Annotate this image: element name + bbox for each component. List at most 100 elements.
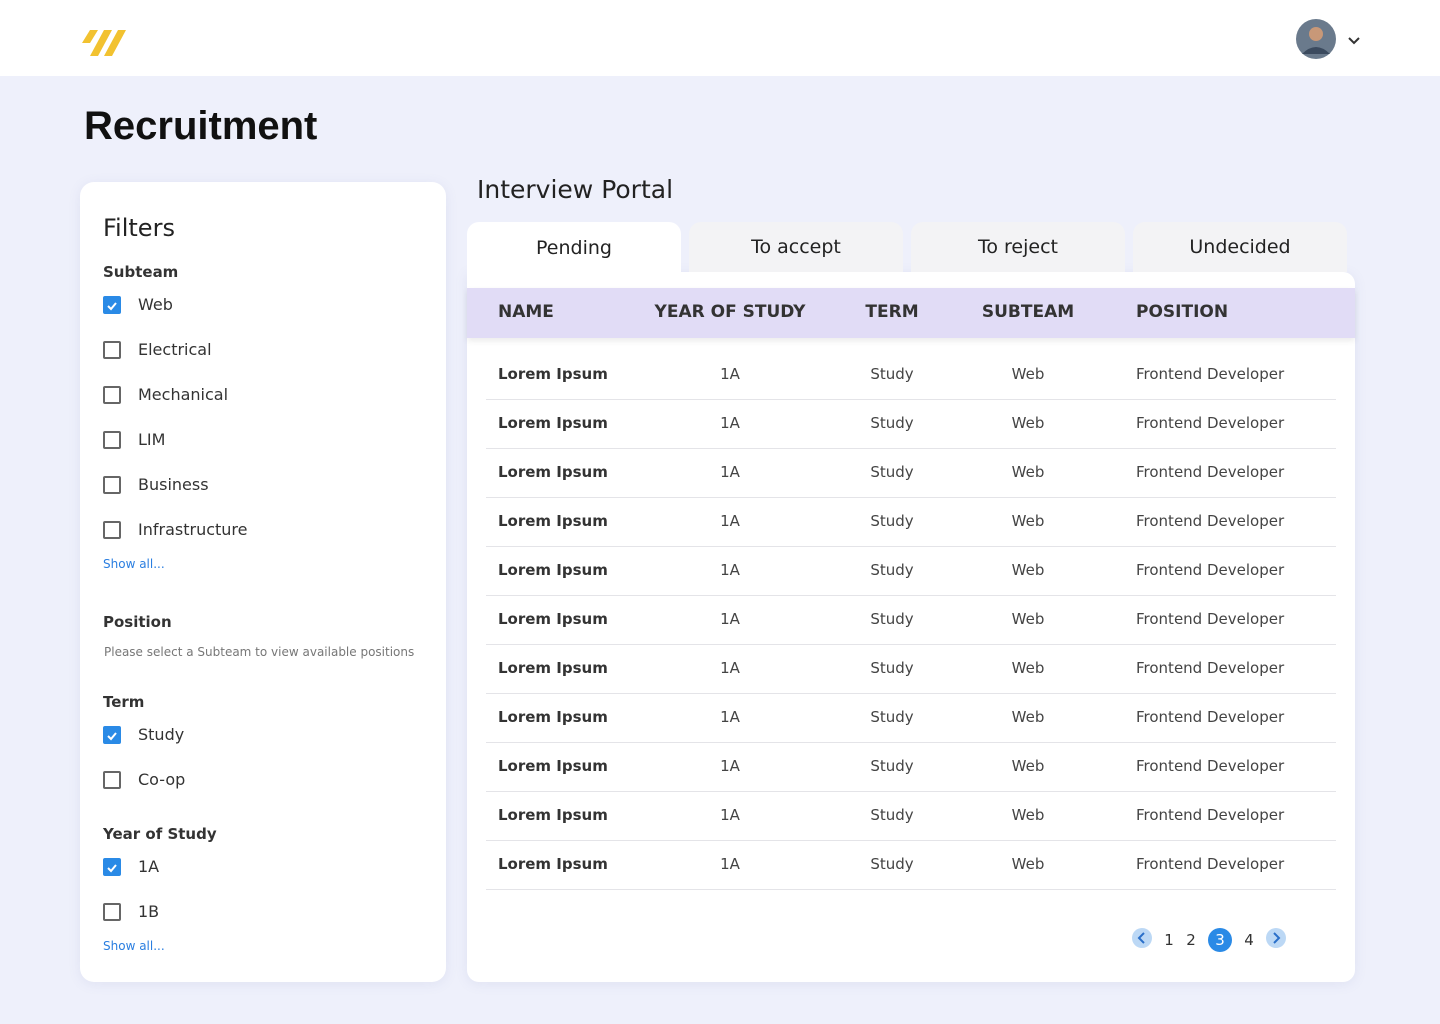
table-cell: Web bbox=[1011, 806, 1045, 824]
filters-title: Filters bbox=[103, 214, 175, 242]
checkbox-label: 1A bbox=[138, 857, 160, 876]
table-cell: Web bbox=[1011, 463, 1045, 481]
table-cell: Frontend Developer bbox=[1136, 365, 1285, 383]
table-cell: Frontend Developer bbox=[1136, 806, 1285, 824]
row-separator bbox=[486, 742, 1336, 743]
tab[interactable]: Undecided bbox=[1133, 222, 1347, 272]
checkbox-label: Study bbox=[138, 725, 185, 744]
table-cell: 1A bbox=[720, 463, 740, 481]
tab[interactable]: Pending bbox=[467, 222, 681, 288]
table-cell: Study bbox=[870, 512, 914, 530]
table-cell: Lorem Ipsum bbox=[498, 365, 608, 383]
tab[interactable]: To accept bbox=[689, 222, 903, 272]
table-cell: 1A bbox=[720, 365, 740, 383]
row-separator bbox=[486, 840, 1336, 841]
column-header: NAME bbox=[498, 302, 554, 322]
table-cell: Frontend Developer bbox=[1136, 610, 1285, 628]
checkbox-label: Web bbox=[138, 295, 173, 314]
filter-group-label: Term bbox=[103, 693, 145, 711]
tab[interactable]: To reject bbox=[911, 222, 1125, 272]
show-all-link[interactable]: Show all... bbox=[103, 939, 165, 953]
table-cell: Lorem Ipsum bbox=[498, 610, 608, 628]
table-cell: Study bbox=[870, 757, 914, 775]
page-number[interactable]: 3 bbox=[1208, 928, 1232, 952]
checkbox[interactable] bbox=[103, 771, 121, 789]
checkbox[interactable] bbox=[103, 431, 121, 449]
table-cell: Lorem Ipsum bbox=[498, 708, 608, 726]
prev-page[interactable] bbox=[1131, 927, 1153, 953]
checkbox-label: LIM bbox=[138, 430, 166, 449]
checkbox[interactable] bbox=[103, 341, 121, 359]
row-separator bbox=[486, 693, 1336, 694]
table-cell: Web bbox=[1011, 708, 1045, 726]
table-cell: Lorem Ipsum bbox=[498, 659, 608, 677]
table-cell: Frontend Developer bbox=[1136, 463, 1285, 481]
arrow-icon bbox=[1132, 928, 1152, 948]
table-cell: Study bbox=[870, 463, 914, 481]
checkbox[interactable] bbox=[103, 726, 121, 744]
table-header bbox=[467, 288, 1355, 338]
page-number[interactable]: 2 bbox=[1186, 931, 1196, 949]
checkbox[interactable] bbox=[103, 521, 121, 539]
table-cell: Lorem Ipsum bbox=[498, 806, 608, 824]
page-number[interactable]: 1 bbox=[1164, 931, 1174, 949]
row-separator bbox=[486, 889, 1336, 890]
table-cell: Lorem Ipsum bbox=[498, 561, 608, 579]
user-menu[interactable] bbox=[1295, 18, 1367, 60]
checkbox-label: Co-op bbox=[138, 770, 186, 789]
filter-group-label: Year of Study bbox=[103, 825, 217, 843]
portal-card bbox=[467, 272, 1355, 982]
next-page[interactable] bbox=[1265, 927, 1287, 953]
checkbox-label: Electrical bbox=[138, 340, 212, 359]
checkbox-label: Infrastructure bbox=[138, 520, 248, 539]
table-cell: 1A bbox=[720, 806, 740, 824]
arrow-icon bbox=[1266, 928, 1286, 948]
table-cell: Frontend Developer bbox=[1136, 708, 1285, 726]
check-icon bbox=[107, 864, 117, 873]
row-separator bbox=[486, 399, 1336, 400]
table-cell: Lorem Ipsum bbox=[498, 414, 608, 432]
table-cell: Frontend Developer bbox=[1136, 757, 1285, 775]
checkbox[interactable] bbox=[103, 858, 121, 876]
table-cell: Frontend Developer bbox=[1136, 659, 1285, 677]
table-cell: 1A bbox=[720, 708, 740, 726]
row-separator bbox=[486, 546, 1336, 547]
portal-title: Interview Portal bbox=[477, 175, 674, 204]
check-icon bbox=[107, 732, 117, 741]
column-header: TERM bbox=[865, 302, 919, 322]
table-cell: Web bbox=[1011, 414, 1045, 432]
table-cell: Study bbox=[870, 561, 914, 579]
filter-group-label: Subteam bbox=[103, 263, 179, 281]
checkbox[interactable] bbox=[103, 476, 121, 494]
row-separator bbox=[486, 791, 1336, 792]
table-cell: Lorem Ipsum bbox=[498, 855, 608, 873]
table-cell: Web bbox=[1011, 757, 1045, 775]
table-cell: Study bbox=[870, 806, 914, 824]
filter-note: Please select a Subteam to view availabl… bbox=[104, 645, 415, 659]
table-cell: Lorem Ipsum bbox=[498, 757, 608, 775]
table-cell: 1A bbox=[720, 855, 740, 873]
column-header: SUBTEAM bbox=[981, 302, 1075, 322]
row-separator bbox=[486, 497, 1336, 498]
checkbox[interactable] bbox=[103, 903, 121, 921]
table-cell: Web bbox=[1011, 855, 1045, 873]
table-cell: Study bbox=[870, 855, 914, 873]
row-separator bbox=[486, 448, 1336, 449]
show-all-link[interactable]: Show all... bbox=[103, 557, 165, 571]
filter-group-label: Position bbox=[103, 613, 172, 631]
table-cell: Frontend Developer bbox=[1136, 414, 1285, 432]
table-cell: Study bbox=[870, 610, 914, 628]
page-number[interactable]: 4 bbox=[1244, 931, 1254, 949]
table-cell: Lorem Ipsum bbox=[498, 463, 608, 481]
tab-label: To reject bbox=[978, 236, 1058, 258]
checkbox[interactable] bbox=[103, 296, 121, 314]
table-cell: Web bbox=[1011, 561, 1045, 579]
column-header: YEAR OF STUDY bbox=[654, 302, 806, 322]
logo[interactable] bbox=[82, 30, 126, 56]
checkbox[interactable] bbox=[103, 386, 121, 404]
table-cell: Frontend Developer bbox=[1136, 561, 1285, 579]
table-cell: 1A bbox=[720, 659, 740, 677]
checkbox-label: 1B bbox=[138, 902, 160, 921]
